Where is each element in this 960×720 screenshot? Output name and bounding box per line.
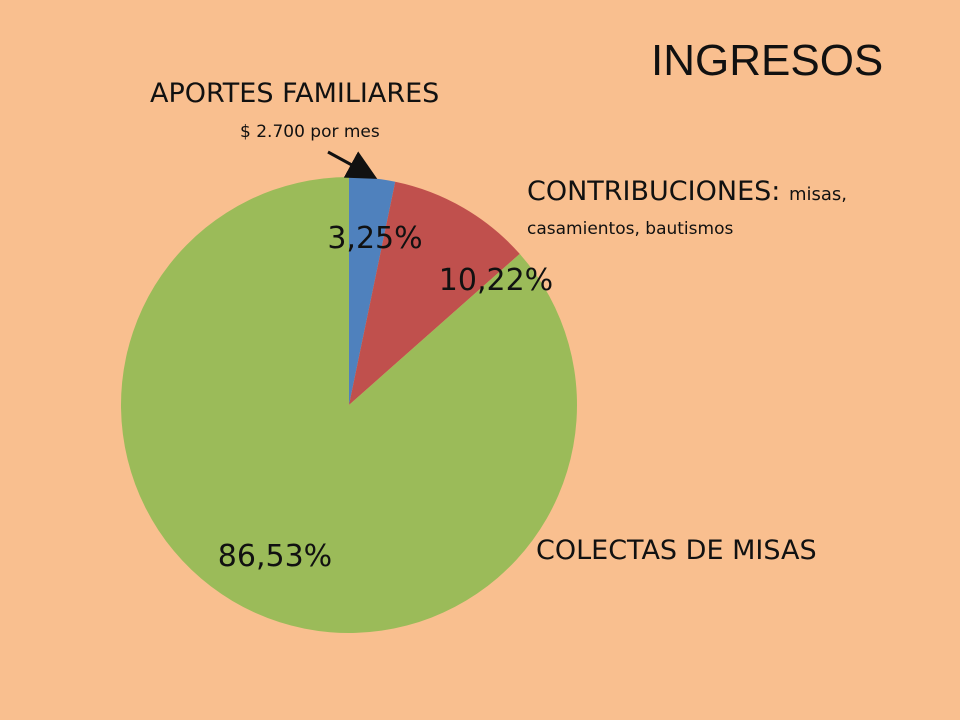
value-label-colectas: 86,53%: [218, 539, 332, 574]
category-label-colectas: COLECTAS DE MISAS: [536, 535, 817, 566]
slice-colectas: [120, 177, 577, 634]
value-label-aportes: 3,25%: [327, 221, 422, 256]
aportes-note: $ 2.700 por mes: [240, 122, 380, 142]
category-label-aportes: APORTES FAMILIARES: [150, 78, 440, 109]
value-label-contribuciones: 10,22%: [439, 263, 553, 298]
category-label-contribuciones: CONTRIBUCIONES: misas,: [527, 176, 847, 207]
slice-contribuciones: [349, 181, 520, 405]
contribuciones-main: CONTRIBUCIONES:: [527, 176, 781, 207]
callout-arrow: [327, 150, 378, 179]
contribuciones-detail-line2: casamientos, bautismos: [527, 219, 734, 239]
contribuciones-detail-inline: misas,: [788, 184, 848, 205]
chart-title: INGRESOS: [651, 36, 884, 85]
slice-aportes: [349, 177, 396, 405]
